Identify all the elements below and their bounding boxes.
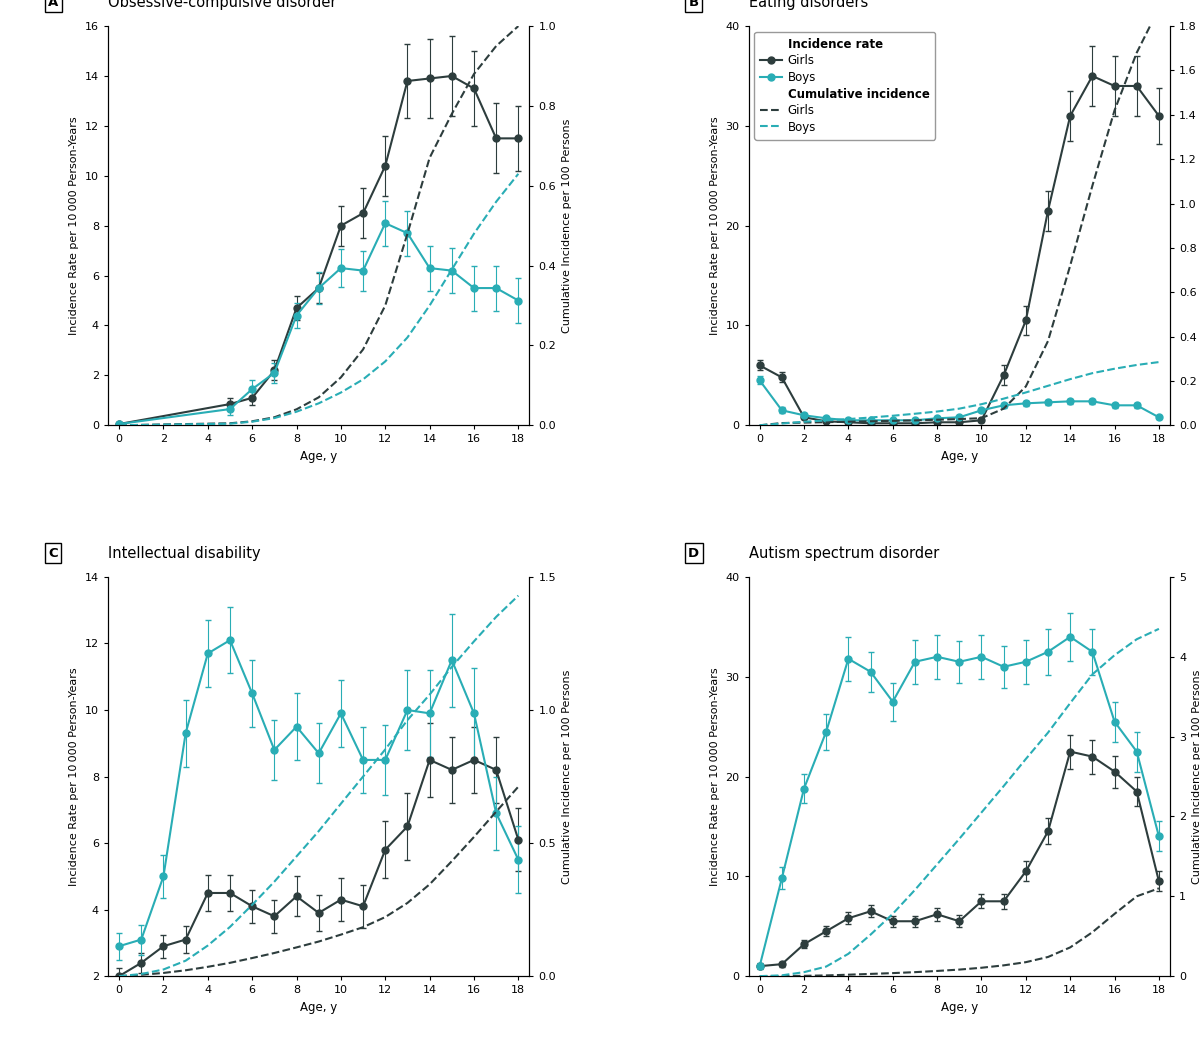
Legend: Incidence rate, Girls, Boys, Cumulative incidence, Girls, Boys: Incidence rate, Girls, Boys, Cumulative … — [755, 32, 935, 140]
Text: Eating disorders: Eating disorders — [749, 0, 868, 9]
X-axis label: Age, y: Age, y — [300, 450, 337, 462]
Y-axis label: Incidence Rate per 10 000 Person-Years: Incidence Rate per 10 000 Person-Years — [710, 116, 720, 335]
Text: Intellectual disability: Intellectual disability — [108, 546, 260, 561]
Y-axis label: Incidence Rate per 10 000 Person-Years: Incidence Rate per 10 000 Person-Years — [710, 667, 720, 886]
Y-axis label: Incidence Rate per 10 000 Person-Years: Incidence Rate per 10 000 Person-Years — [70, 116, 79, 335]
X-axis label: Age, y: Age, y — [300, 1001, 337, 1014]
Text: Obsessive-compulsive disorder: Obsessive-compulsive disorder — [108, 0, 336, 9]
Text: B: B — [689, 0, 698, 8]
Y-axis label: Cumulative Incidence per 100 Persons: Cumulative Incidence per 100 Persons — [562, 669, 571, 883]
Y-axis label: Cumulative Incidence per 100 Persons: Cumulative Incidence per 100 Persons — [1192, 669, 1200, 883]
Text: Autism spectrum disorder: Autism spectrum disorder — [749, 546, 938, 561]
X-axis label: Age, y: Age, y — [941, 1001, 978, 1014]
X-axis label: Age, y: Age, y — [941, 450, 978, 462]
Text: A: A — [48, 0, 59, 8]
Text: D: D — [689, 546, 700, 560]
Y-axis label: Incidence Rate per 10 000 Person-Years: Incidence Rate per 10 000 Person-Years — [70, 667, 79, 886]
Y-axis label: Cumulative Incidence per 100 Persons: Cumulative Incidence per 100 Persons — [562, 119, 571, 333]
Text: C: C — [48, 546, 58, 560]
